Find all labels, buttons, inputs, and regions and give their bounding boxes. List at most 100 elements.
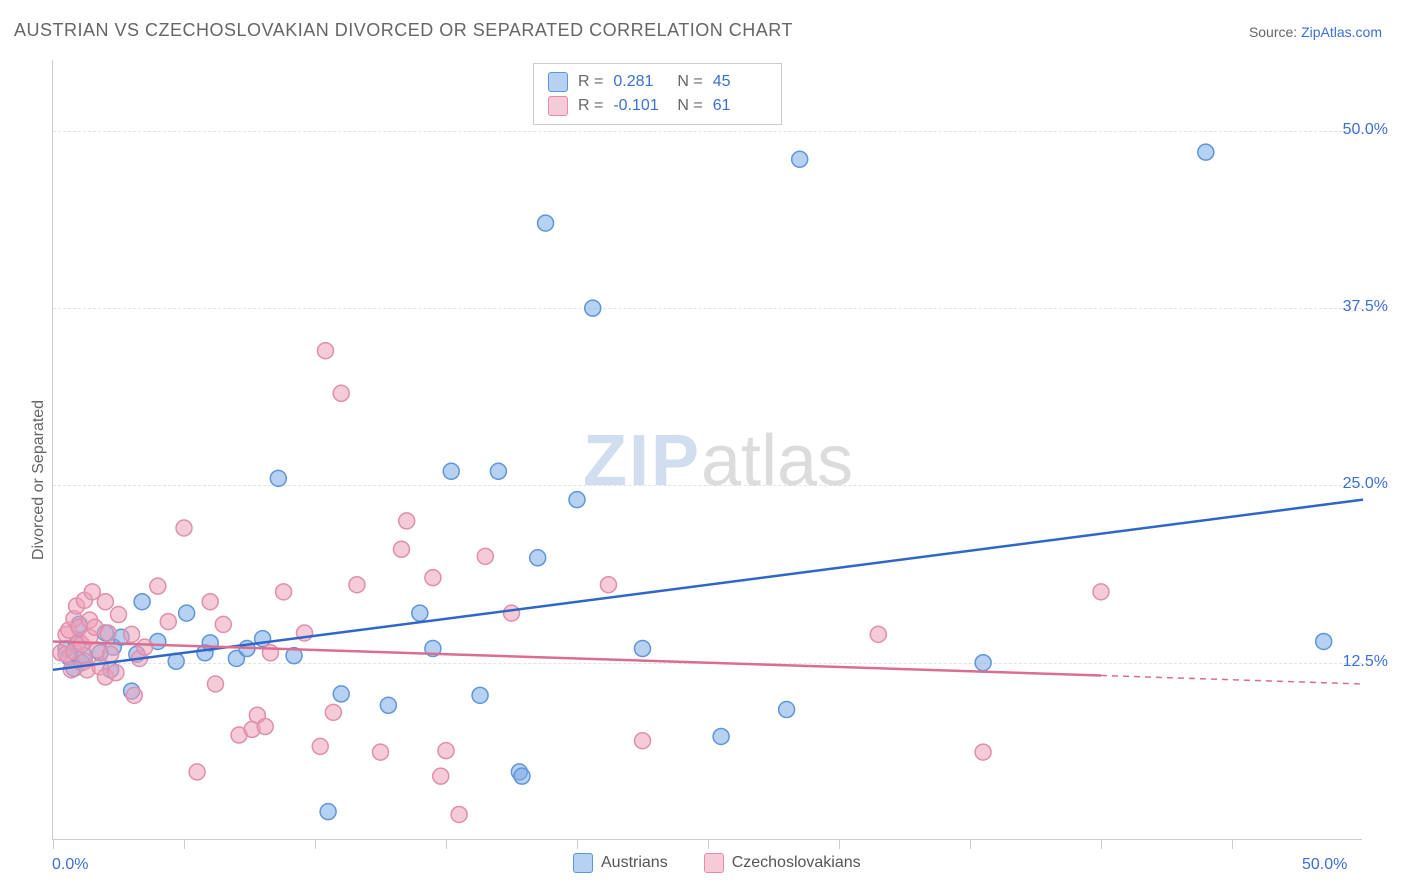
stat-legend-box: R = 0.281 N = 45 R = -0.101 N = 61 bbox=[533, 63, 782, 125]
scatter-point bbox=[569, 492, 585, 508]
trend-line bbox=[53, 500, 1363, 670]
scatter-point bbox=[870, 626, 886, 642]
scatter-point bbox=[333, 686, 349, 702]
scatter-point bbox=[514, 768, 530, 784]
scatter-point bbox=[412, 605, 428, 621]
scatter-point bbox=[97, 594, 113, 610]
plot-svg bbox=[53, 60, 1362, 839]
stat-label-r: R = bbox=[578, 94, 603, 118]
series-swatch bbox=[548, 96, 568, 116]
scatter-point bbox=[189, 764, 205, 780]
scatter-point bbox=[425, 570, 441, 586]
scatter-point bbox=[179, 605, 195, 621]
stat-value-r: -0.101 bbox=[613, 94, 667, 118]
x-tick-mark bbox=[1232, 839, 1233, 849]
scatter-point bbox=[126, 687, 142, 703]
scatter-point bbox=[103, 646, 119, 662]
scatter-point bbox=[472, 687, 488, 703]
scatter-point bbox=[477, 548, 493, 564]
series-swatch bbox=[573, 853, 593, 873]
stat-row: R = -0.101 N = 61 bbox=[548, 94, 767, 118]
scatter-point bbox=[202, 594, 218, 610]
x-tick-mark bbox=[839, 839, 840, 849]
scatter-point bbox=[585, 300, 601, 316]
scatter-point bbox=[600, 577, 616, 593]
scatter-point bbox=[530, 550, 546, 566]
scatter-point bbox=[100, 625, 116, 641]
stat-label-r: R = bbox=[578, 70, 603, 94]
scatter-point bbox=[111, 607, 127, 623]
scatter-point bbox=[399, 513, 415, 529]
series-swatch bbox=[704, 853, 724, 873]
x-tick-mark bbox=[1101, 839, 1102, 849]
x-tick-mark bbox=[577, 839, 578, 849]
stat-label-n: N = bbox=[677, 70, 702, 94]
scatter-point bbox=[276, 584, 292, 600]
stat-value-n: 61 bbox=[713, 94, 767, 118]
chart-container: AUSTRIAN VS CZECHOSLOVAKIAN DIVORCED OR … bbox=[0, 0, 1406, 892]
scatter-point bbox=[779, 702, 795, 718]
scatter-point bbox=[349, 577, 365, 593]
scatter-point bbox=[325, 704, 341, 720]
scatter-point bbox=[713, 728, 729, 744]
scatter-point bbox=[373, 744, 389, 760]
scatter-point bbox=[257, 719, 273, 735]
scatter-point bbox=[538, 215, 554, 231]
x-tick-label: 0.0% bbox=[52, 856, 88, 874]
x-tick-mark bbox=[708, 839, 709, 849]
scatter-point bbox=[975, 744, 991, 760]
scatter-point bbox=[451, 806, 467, 822]
legend-label: Czechoslovakians bbox=[732, 854, 861, 872]
bottom-legend: Austrians Czechoslovakians bbox=[573, 853, 861, 873]
scatter-point bbox=[270, 470, 286, 486]
trend-line-extrapolated bbox=[1101, 675, 1363, 684]
x-tick-label: 50.0% bbox=[1302, 856, 1347, 874]
scatter-point bbox=[207, 676, 223, 692]
legend-item: Austrians bbox=[573, 853, 668, 873]
scatter-point bbox=[312, 738, 328, 754]
x-tick-mark bbox=[184, 839, 185, 849]
scatter-point bbox=[333, 385, 349, 401]
y-tick-label: 25.0% bbox=[1343, 475, 1388, 493]
scatter-point bbox=[176, 520, 192, 536]
scatter-point bbox=[635, 733, 651, 749]
scatter-point bbox=[490, 463, 506, 479]
scatter-point bbox=[108, 665, 124, 681]
scatter-point bbox=[215, 616, 231, 632]
scatter-point bbox=[320, 804, 336, 820]
series-swatch bbox=[548, 72, 568, 92]
legend-label: Austrians bbox=[601, 854, 668, 872]
scatter-point bbox=[393, 541, 409, 557]
plot-area: ZIPatlas R =0.281N =45R =-0.101N =61 Aus… bbox=[52, 60, 1362, 840]
stat-label-n: N = bbox=[677, 94, 702, 118]
scatter-point bbox=[160, 614, 176, 630]
x-tick-mark bbox=[970, 839, 971, 849]
x-tick-mark bbox=[446, 839, 447, 849]
x-tick-mark bbox=[315, 839, 316, 849]
scatter-point bbox=[150, 578, 166, 594]
x-tick-mark bbox=[53, 839, 54, 849]
chart-title: AUSTRIAN VS CZECHOSLOVAKIAN DIVORCED OR … bbox=[14, 20, 793, 41]
y-tick-label: 37.5% bbox=[1343, 298, 1388, 316]
y-tick-label: 50.0% bbox=[1343, 121, 1388, 139]
scatter-point bbox=[443, 463, 459, 479]
scatter-point bbox=[124, 626, 140, 642]
scatter-point bbox=[134, 594, 150, 610]
stat-value-r: 0.281 bbox=[613, 70, 667, 94]
legend-item: Czechoslovakians bbox=[704, 853, 861, 873]
scatter-point bbox=[504, 605, 520, 621]
scatter-point bbox=[1093, 584, 1109, 600]
scatter-point bbox=[433, 768, 449, 784]
scatter-point bbox=[975, 655, 991, 671]
scatter-point bbox=[635, 641, 651, 657]
source-link[interactable]: ZipAtlas.com bbox=[1301, 24, 1382, 40]
stat-value-n: 45 bbox=[713, 70, 767, 94]
scatter-point bbox=[380, 697, 396, 713]
stat-row: R = 0.281 N = 45 bbox=[548, 70, 767, 94]
source-attribution: Source: ZipAtlas.com bbox=[1249, 24, 1382, 40]
scatter-point bbox=[1198, 144, 1214, 160]
scatter-point bbox=[137, 639, 153, 655]
scatter-point bbox=[792, 151, 808, 167]
scatter-point bbox=[317, 343, 333, 359]
y-axis-label: Divorced or Separated bbox=[30, 400, 48, 560]
